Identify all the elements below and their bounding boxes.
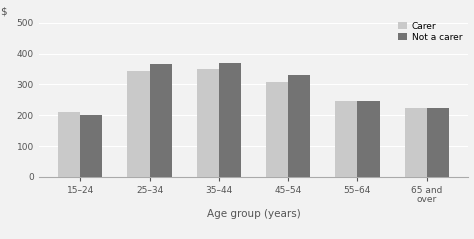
Bar: [266, 82, 288, 177]
Bar: [405, 108, 427, 177]
Text: $: $: [0, 7, 7, 17]
X-axis label: Age group (years): Age group (years): [207, 209, 301, 219]
Bar: [128, 71, 150, 177]
Bar: [80, 115, 102, 177]
Bar: [150, 64, 172, 177]
Bar: [58, 112, 80, 177]
Bar: [427, 108, 449, 177]
Bar: [197, 69, 219, 177]
Bar: [357, 101, 380, 177]
Legend: Carer, Not a carer: Carer, Not a carer: [396, 20, 464, 43]
Bar: [219, 63, 241, 177]
Bar: [335, 101, 357, 177]
Bar: [288, 75, 310, 177]
